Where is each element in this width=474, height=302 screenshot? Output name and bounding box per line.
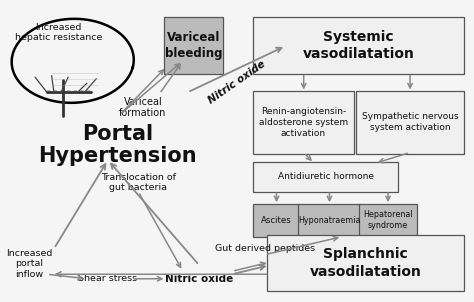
FancyBboxPatch shape	[164, 17, 223, 74]
Text: Sympathetic nervous
system activation: Sympathetic nervous system activation	[362, 112, 458, 133]
FancyBboxPatch shape	[253, 17, 464, 74]
Text: Portal
Hypertension: Portal Hypertension	[38, 124, 197, 166]
Text: Nitric oxide: Nitric oxide	[206, 59, 267, 105]
FancyBboxPatch shape	[253, 91, 354, 154]
FancyBboxPatch shape	[358, 204, 417, 237]
Text: Hyponatraemia: Hyponatraemia	[298, 216, 361, 225]
Text: Antidiuretic hormone: Antidiuretic hormone	[278, 172, 374, 181]
Text: Increased
portal
inflow: Increased portal inflow	[6, 249, 52, 279]
Text: Splanchnic
vasodilatation: Splanchnic vasodilatation	[310, 247, 421, 279]
Text: Gut derived peptides: Gut derived peptides	[215, 244, 315, 253]
FancyBboxPatch shape	[298, 204, 361, 237]
Text: Systemic
vasodilatation: Systemic vasodilatation	[302, 30, 414, 61]
FancyBboxPatch shape	[267, 235, 464, 291]
Text: Ascites: Ascites	[261, 216, 292, 225]
Text: Variceal
formation: Variceal formation	[119, 97, 167, 118]
Text: Increased
hepatic resistance: Increased hepatic resistance	[15, 23, 102, 42]
Text: Nitric oxide: Nitric oxide	[165, 274, 233, 284]
Text: Renin-angiotensin-
aldosterone system
activation: Renin-angiotensin- aldosterone system ac…	[259, 107, 348, 138]
FancyBboxPatch shape	[253, 162, 398, 191]
Text: Shear stress: Shear stress	[78, 274, 137, 283]
Text: Variceal
bleeding: Variceal bleeding	[164, 31, 222, 60]
FancyBboxPatch shape	[253, 204, 300, 237]
Text: Translocation of
gut bacteria: Translocation of gut bacteria	[101, 173, 176, 192]
FancyBboxPatch shape	[356, 91, 464, 154]
Text: Hepatorenal
syndrome: Hepatorenal syndrome	[363, 210, 412, 230]
